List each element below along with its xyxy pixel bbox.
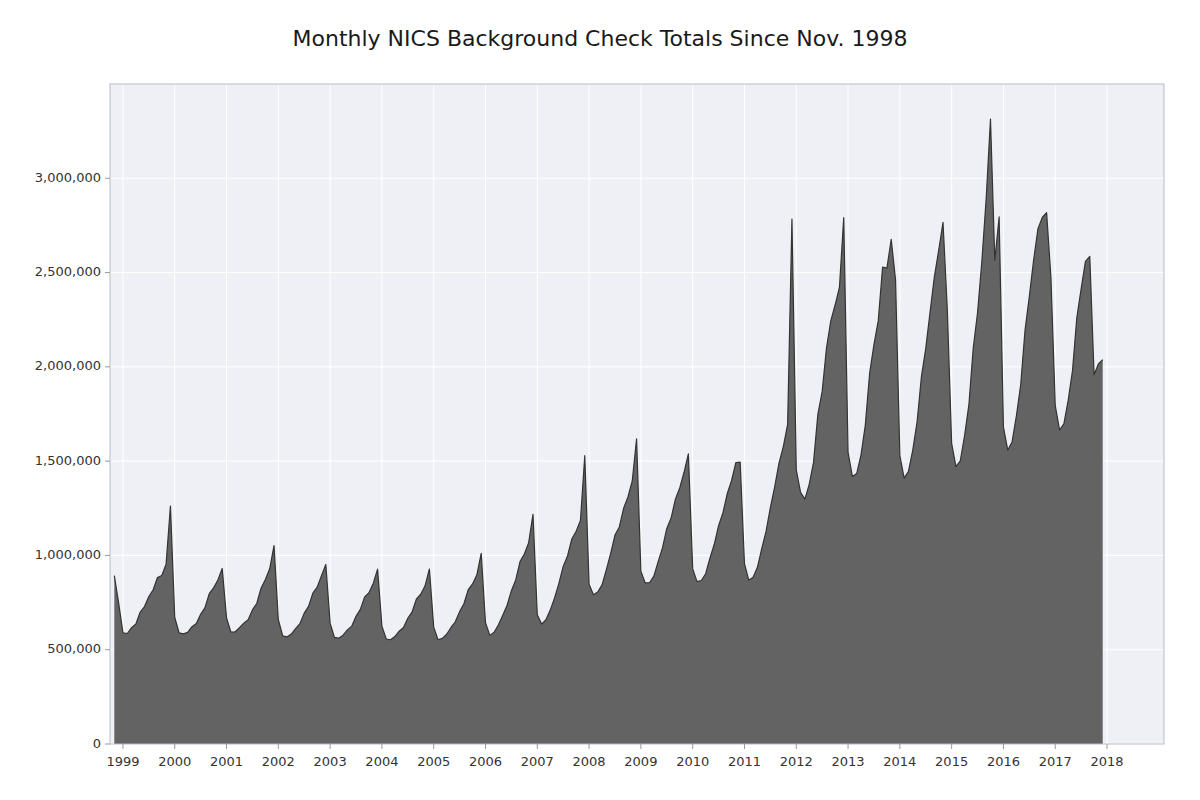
x-tick-label: 2008 bbox=[573, 754, 606, 769]
x-tick-label: 2016 bbox=[987, 754, 1020, 769]
x-tick bbox=[640, 744, 641, 749]
x-tick-label: 2003 bbox=[314, 754, 347, 769]
x-tick bbox=[589, 744, 590, 749]
x-tick-label: 2000 bbox=[158, 754, 191, 769]
x-tick bbox=[174, 744, 175, 749]
chart-container: 0 500,000 1,000,000 1,500,000 2,000,000 2,500… bbox=[0, 0, 1200, 800]
x-tick-label: 2014 bbox=[883, 754, 916, 769]
x-tick bbox=[485, 744, 486, 749]
y-tick-label: 1,500,000 bbox=[35, 453, 101, 468]
x-tick-label: 2017 bbox=[1039, 754, 1072, 769]
x-tick bbox=[899, 744, 900, 749]
x-tick-label: 2002 bbox=[262, 754, 295, 769]
y-axis: 0 500,000 1,000,000 1,500,000 2,000,000 2,500… bbox=[35, 170, 110, 751]
y-grid-line bbox=[110, 272, 1164, 273]
x-tick bbox=[226, 744, 227, 749]
x-tick bbox=[848, 744, 849, 749]
x-tick-label: 2010 bbox=[676, 754, 709, 769]
chart-title: Monthly NICS Background Check Totals Sin… bbox=[293, 26, 908, 51]
x-tick bbox=[537, 744, 538, 749]
data-area bbox=[114, 119, 1102, 744]
y-tick bbox=[105, 178, 110, 179]
plot-background bbox=[110, 84, 1164, 744]
x-tick bbox=[330, 744, 331, 749]
area-fill bbox=[114, 119, 1102, 744]
y-tick bbox=[105, 744, 110, 745]
y-tick-label: 0 bbox=[93, 736, 101, 751]
x-tick bbox=[433, 744, 434, 749]
x-tick bbox=[1107, 744, 1108, 749]
x-tick bbox=[744, 744, 745, 749]
y-tick bbox=[105, 461, 110, 462]
y-tick-label: 1,000,000 bbox=[35, 547, 101, 562]
y-tick-label: 2,500,000 bbox=[35, 264, 101, 279]
y-tick-label: 500,000 bbox=[47, 641, 101, 656]
x-tick-label: 2009 bbox=[624, 754, 657, 769]
y-tick bbox=[105, 366, 110, 367]
x-axis: 1999 2000 2001 2002 2003 2004 2005 2006 2007 2008… bbox=[106, 744, 1123, 769]
y-grid-line bbox=[110, 366, 1164, 367]
x-grid-line bbox=[1107, 84, 1108, 744]
x-tick bbox=[381, 744, 382, 749]
plot-frame bbox=[110, 84, 1164, 744]
y-tick bbox=[105, 272, 110, 273]
x-tick bbox=[951, 744, 952, 749]
chart-svg: 0 500,000 1,000,000 1,500,000 2,000,000 2,500… bbox=[0, 0, 1200, 800]
x-tick bbox=[1055, 744, 1056, 749]
x-tick-label: 2011 bbox=[728, 754, 761, 769]
x-tick bbox=[1003, 744, 1004, 749]
x-tick bbox=[278, 744, 279, 749]
y-tick-label: 2,000,000 bbox=[35, 358, 101, 373]
area-line bbox=[114, 119, 1102, 640]
y-tick-label: 3,000,000 bbox=[35, 170, 101, 185]
x-tick bbox=[692, 744, 693, 749]
y-tick bbox=[105, 555, 110, 556]
x-tick-label: 2018 bbox=[1090, 754, 1123, 769]
y-tick bbox=[105, 649, 110, 650]
x-tick-label: 2001 bbox=[210, 754, 243, 769]
x-tick-label: 2007 bbox=[521, 754, 554, 769]
x-tick bbox=[796, 744, 797, 749]
x-tick-label: 2006 bbox=[469, 754, 502, 769]
x-tick-label: 2004 bbox=[365, 754, 398, 769]
x-tick-label: 2013 bbox=[832, 754, 865, 769]
x-tick-label: 1999 bbox=[106, 754, 139, 769]
x-tick-label: 2005 bbox=[417, 754, 450, 769]
grid bbox=[110, 84, 1164, 744]
x-tick-label: 2012 bbox=[780, 754, 813, 769]
x-tick-label: 2015 bbox=[935, 754, 968, 769]
y-grid-line bbox=[110, 178, 1164, 179]
x-tick bbox=[122, 744, 123, 749]
